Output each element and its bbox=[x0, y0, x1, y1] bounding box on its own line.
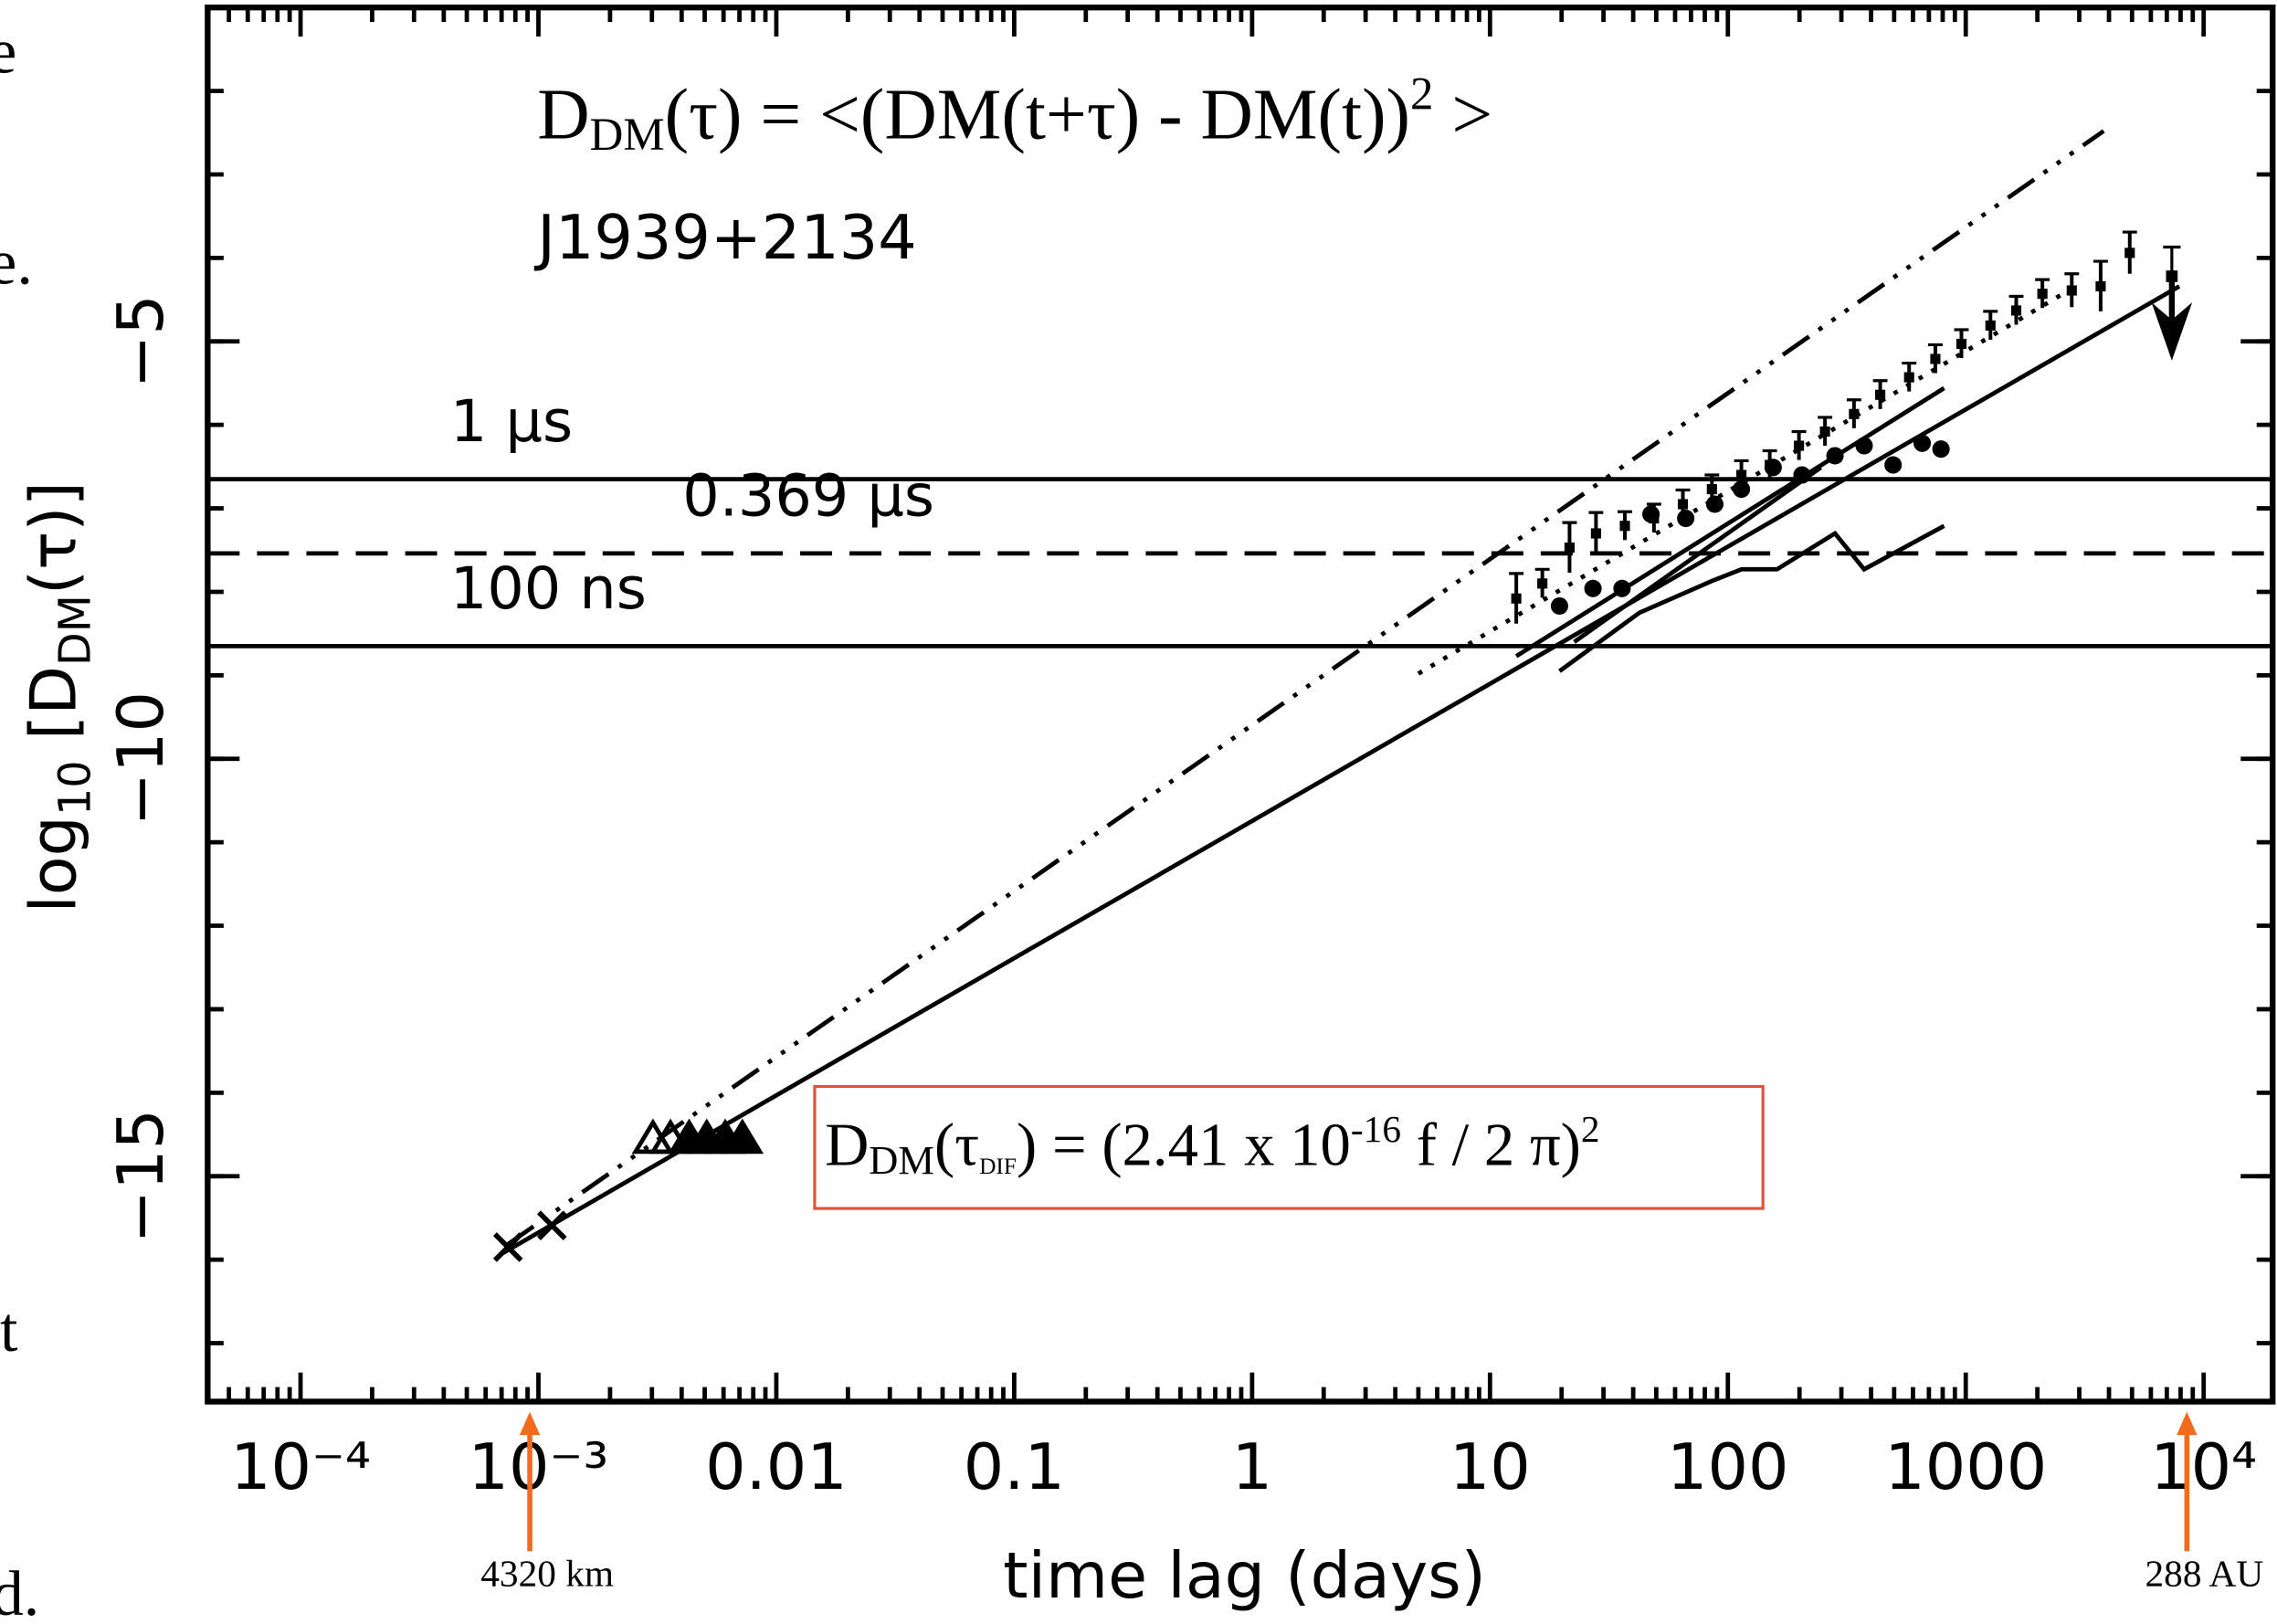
data-point bbox=[1849, 408, 1860, 419]
equation: DDM(τ) = <(DM(t+τ) - DM(t))2 > bbox=[537, 69, 1492, 161]
data-point bbox=[721, 1118, 764, 1155]
data-point bbox=[1884, 456, 1903, 474]
reference-label: 1 μs bbox=[450, 387, 573, 455]
x-tick-label: 0.1 bbox=[964, 1430, 1065, 1504]
y-axis-label: log10 [DDM(τ)] bbox=[17, 481, 101, 913]
model-line bbox=[506, 129, 2105, 1247]
x-tick-label: 0.01 bbox=[705, 1430, 848, 1504]
data-point bbox=[1705, 495, 1724, 513]
data-point bbox=[1764, 459, 1782, 477]
model-line bbox=[499, 284, 2181, 1257]
data-point bbox=[2124, 248, 2135, 258]
data-point bbox=[1733, 480, 1751, 499]
data-point bbox=[2037, 289, 2048, 300]
margin-text: red. bbox=[0, 1559, 39, 1624]
model-line bbox=[1558, 523, 1945, 673]
x-tick-label: 1 bbox=[1232, 1430, 1273, 1504]
x-tick-label: 10⁴ bbox=[2150, 1430, 2257, 1504]
data-point bbox=[537, 1210, 567, 1240]
x-tick-label: 10⁻³ bbox=[469, 1430, 609, 1504]
data-point bbox=[1706, 483, 1717, 495]
data-point bbox=[1903, 372, 1914, 383]
data-point bbox=[1855, 437, 1873, 455]
data-point bbox=[1930, 353, 1941, 364]
data-point bbox=[1590, 528, 1601, 539]
y-tick-label: −5 bbox=[104, 294, 178, 388]
data-point bbox=[1913, 434, 1932, 452]
margin-text: nt bbox=[0, 1295, 18, 1366]
reference-label: 100 ns bbox=[450, 554, 647, 622]
x-axis-label: time lag (days) bbox=[1003, 1539, 1486, 1613]
data-point bbox=[2010, 305, 2022, 316]
source-label: J1939+2134 bbox=[533, 202, 916, 273]
limit-arrow-head bbox=[2151, 302, 2193, 361]
data-point bbox=[1564, 542, 1575, 554]
y-tick-label: −15 bbox=[104, 1109, 178, 1244]
data-point bbox=[1642, 505, 1660, 523]
model-line bbox=[1573, 465, 1822, 644]
y-tick-label: −10 bbox=[104, 691, 178, 827]
model-line bbox=[1417, 284, 2077, 676]
data-point bbox=[1537, 578, 1548, 589]
data-point bbox=[1677, 509, 1695, 528]
data-point bbox=[1819, 426, 1830, 438]
data-point bbox=[1793, 466, 1811, 484]
x-tick-label: 10 bbox=[1449, 1430, 1531, 1504]
data-point bbox=[1736, 469, 1747, 480]
data-point bbox=[1985, 320, 1996, 331]
x-tick-label: 1000 bbox=[1884, 1430, 2047, 1504]
data-point bbox=[1677, 499, 1689, 510]
model-line bbox=[1514, 385, 1945, 659]
margin-text: e bbox=[0, 17, 16, 88]
x-tick-label: 10⁻⁴ bbox=[230, 1430, 371, 1504]
data-point bbox=[2066, 285, 2077, 296]
annotation-label: 288 AU bbox=[2145, 1552, 2264, 1594]
data-point bbox=[492, 1232, 523, 1262]
reference-label: 0.369 μs bbox=[682, 462, 934, 530]
equation-box bbox=[813, 1084, 1765, 1210]
margin-fragments: e e. nt red. bbox=[0, 17, 39, 1624]
data-point bbox=[1826, 447, 1844, 465]
margin-text: e. bbox=[0, 227, 33, 298]
x-tick-label: 100 bbox=[1667, 1430, 1789, 1504]
data-point bbox=[1584, 579, 1602, 597]
data-point bbox=[1550, 596, 1568, 616]
annotation-arrowhead bbox=[519, 1411, 541, 1436]
data-point bbox=[1619, 521, 1630, 532]
box-equation: DDM(τDIF) = (2.41 x 10-16 f / 2 π)2 bbox=[825, 1108, 1600, 1183]
annotation-arrowhead bbox=[2177, 1411, 2198, 1436]
data-point bbox=[1955, 338, 1967, 350]
data-point bbox=[1794, 440, 1805, 451]
data-point bbox=[2095, 280, 2106, 292]
data-point bbox=[1875, 389, 1886, 400]
annotation-label: 4320 km bbox=[480, 1552, 614, 1594]
data-point bbox=[1613, 579, 1631, 597]
data-point bbox=[1932, 440, 1950, 459]
data-point bbox=[1511, 593, 1522, 604]
